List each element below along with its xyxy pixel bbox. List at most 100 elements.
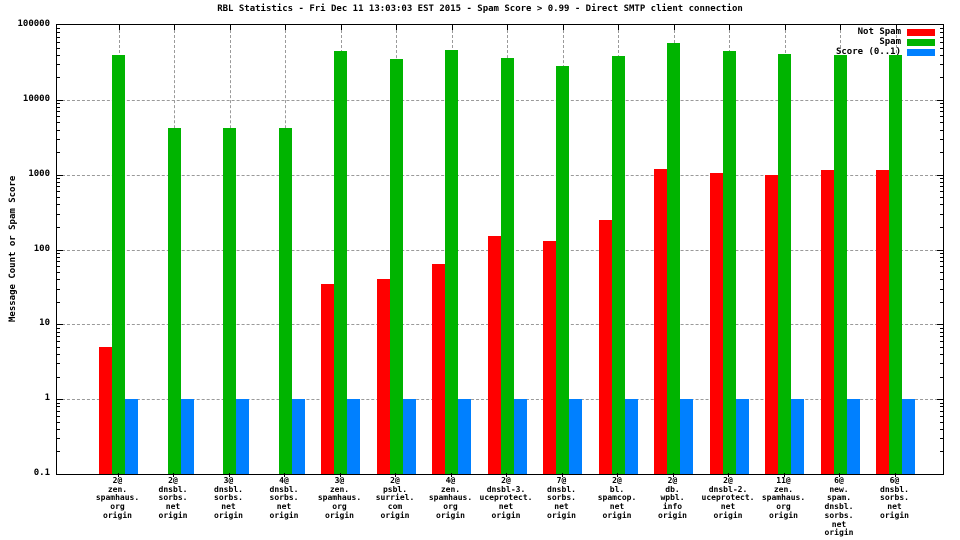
bar-not-spam <box>99 346 112 474</box>
x-axis-label-line: origin <box>547 510 576 520</box>
y-tick <box>940 103 943 105</box>
y-tick <box>57 410 60 412</box>
x-axis-label-line: 3@ <box>223 476 234 485</box>
x-tick <box>339 473 341 477</box>
x-axis-label-line: net <box>720 502 736 512</box>
x-axis-label-line: sorbs. <box>269 493 299 503</box>
y-tick <box>57 346 60 348</box>
x-axis-label-line: origin <box>436 510 465 520</box>
y-tick <box>940 197 943 199</box>
y-tick <box>940 178 943 180</box>
x-axis-label-line: uceprotect. <box>479 493 533 503</box>
legend-row: Not Spam <box>836 27 935 37</box>
y-tick <box>940 451 943 453</box>
y-tick <box>57 335 60 337</box>
x-axis-label-line: uceprotect. <box>701 493 755 503</box>
bar-not-spam <box>321 283 334 474</box>
x-axis-label-line: dnsbl. <box>269 484 299 494</box>
x-axis-label-line: 2@ <box>501 476 511 485</box>
y-tick <box>57 331 60 333</box>
y-gridline <box>57 99 943 101</box>
y-tick <box>940 331 943 333</box>
x-tick <box>507 25 508 30</box>
y-tick <box>57 340 60 342</box>
y-axis-tick-label: 0.1 <box>33 468 50 478</box>
bar-not-spam <box>432 263 445 474</box>
x-axis-label-line: origin <box>103 510 132 520</box>
x-axis-label-line: net <box>165 502 181 512</box>
bar-score-0-1 <box>735 399 749 474</box>
legend-label: Not Spam <box>857 27 901 37</box>
x-axis-label: 2@ dnsbl-3. uceprotect. net origin <box>478 476 534 521</box>
y-tick <box>940 428 943 430</box>
x-tick <box>783 473 785 477</box>
x-axis-label-line: dnsbl. <box>547 484 576 494</box>
bar-not-spam <box>820 170 834 474</box>
x-axis-label-line: zen. <box>773 484 794 494</box>
legend-label: Score (0..1) <box>835 47 901 57</box>
chart-title: RBL Statistics - Fri Dec 11 13:03:03 EST… <box>217 4 743 14</box>
y-tick <box>940 36 943 38</box>
y-axis-tick-label: 10 <box>39 318 50 329</box>
y-tick <box>57 354 60 356</box>
bar-not-spam <box>709 173 723 474</box>
y-tick <box>57 327 60 329</box>
x-tick <box>617 473 618 477</box>
x-tick <box>451 25 453 30</box>
x-axis-label-line: net <box>831 519 847 529</box>
bar-score-0-1 <box>680 399 693 474</box>
y-tick <box>940 64 943 66</box>
x-tick <box>895 25 897 30</box>
x-tick <box>174 25 175 30</box>
y-tick <box>940 415 943 417</box>
x-axis-label-line: zen. <box>107 484 128 494</box>
y-tick <box>940 152 943 154</box>
x-tick <box>673 25 675 30</box>
x-axis-label-line: net <box>609 502 625 512</box>
bar-score-0-1 <box>291 399 305 474</box>
bar-spam <box>278 128 292 474</box>
bar-spam <box>112 54 125 474</box>
x-axis-label-line: dnsbl-3. <box>486 484 526 494</box>
y-tick <box>57 406 60 408</box>
bar-not-spam <box>376 279 390 474</box>
y-tick <box>57 415 60 417</box>
legend-label: Spam <box>879 37 901 47</box>
x-tick <box>894 473 896 477</box>
y-tick <box>940 77 943 79</box>
legend-swatch <box>907 38 935 46</box>
x-axis-label-line: surriel. <box>375 493 415 503</box>
y-tick <box>940 256 943 258</box>
y-tick <box>57 266 60 268</box>
y-tick <box>57 279 60 281</box>
y-tick <box>937 249 943 251</box>
y-axis-tick-label: 100000 <box>17 19 50 29</box>
y-tick <box>57 428 60 430</box>
y-tick <box>940 346 943 348</box>
y-tick <box>57 32 60 34</box>
y-tick <box>57 116 60 118</box>
y-tick <box>57 402 60 404</box>
x-axis-label: 3@ zen. spamhaus. org origin <box>312 476 368 521</box>
x-tick <box>450 473 452 477</box>
x-tick <box>229 25 231 30</box>
y-tick <box>57 324 63 326</box>
bar-spam <box>722 50 736 474</box>
x-axis-label-line: 4@ <box>279 476 289 485</box>
x-axis-label-line: origin <box>325 510 354 520</box>
bar-not-spam <box>765 174 778 474</box>
legend-row: Spam <box>836 37 935 47</box>
bar-spam <box>167 128 181 474</box>
y-axis-tick-label: 1 <box>44 393 50 404</box>
x-axis-label-line: origin <box>491 510 521 520</box>
y-tick <box>57 272 60 274</box>
x-axis-label: 2@ zen. spamhaus. org origin <box>90 476 146 521</box>
x-axis-label-line: origin <box>658 510 687 520</box>
x-axis-label-line: bl. <box>609 484 625 494</box>
x-axis-label-line: net <box>554 502 569 512</box>
bar-score-0-1 <box>125 399 138 474</box>
y-tick <box>57 256 60 258</box>
y-tick <box>57 99 63 101</box>
y-tick <box>57 226 60 228</box>
